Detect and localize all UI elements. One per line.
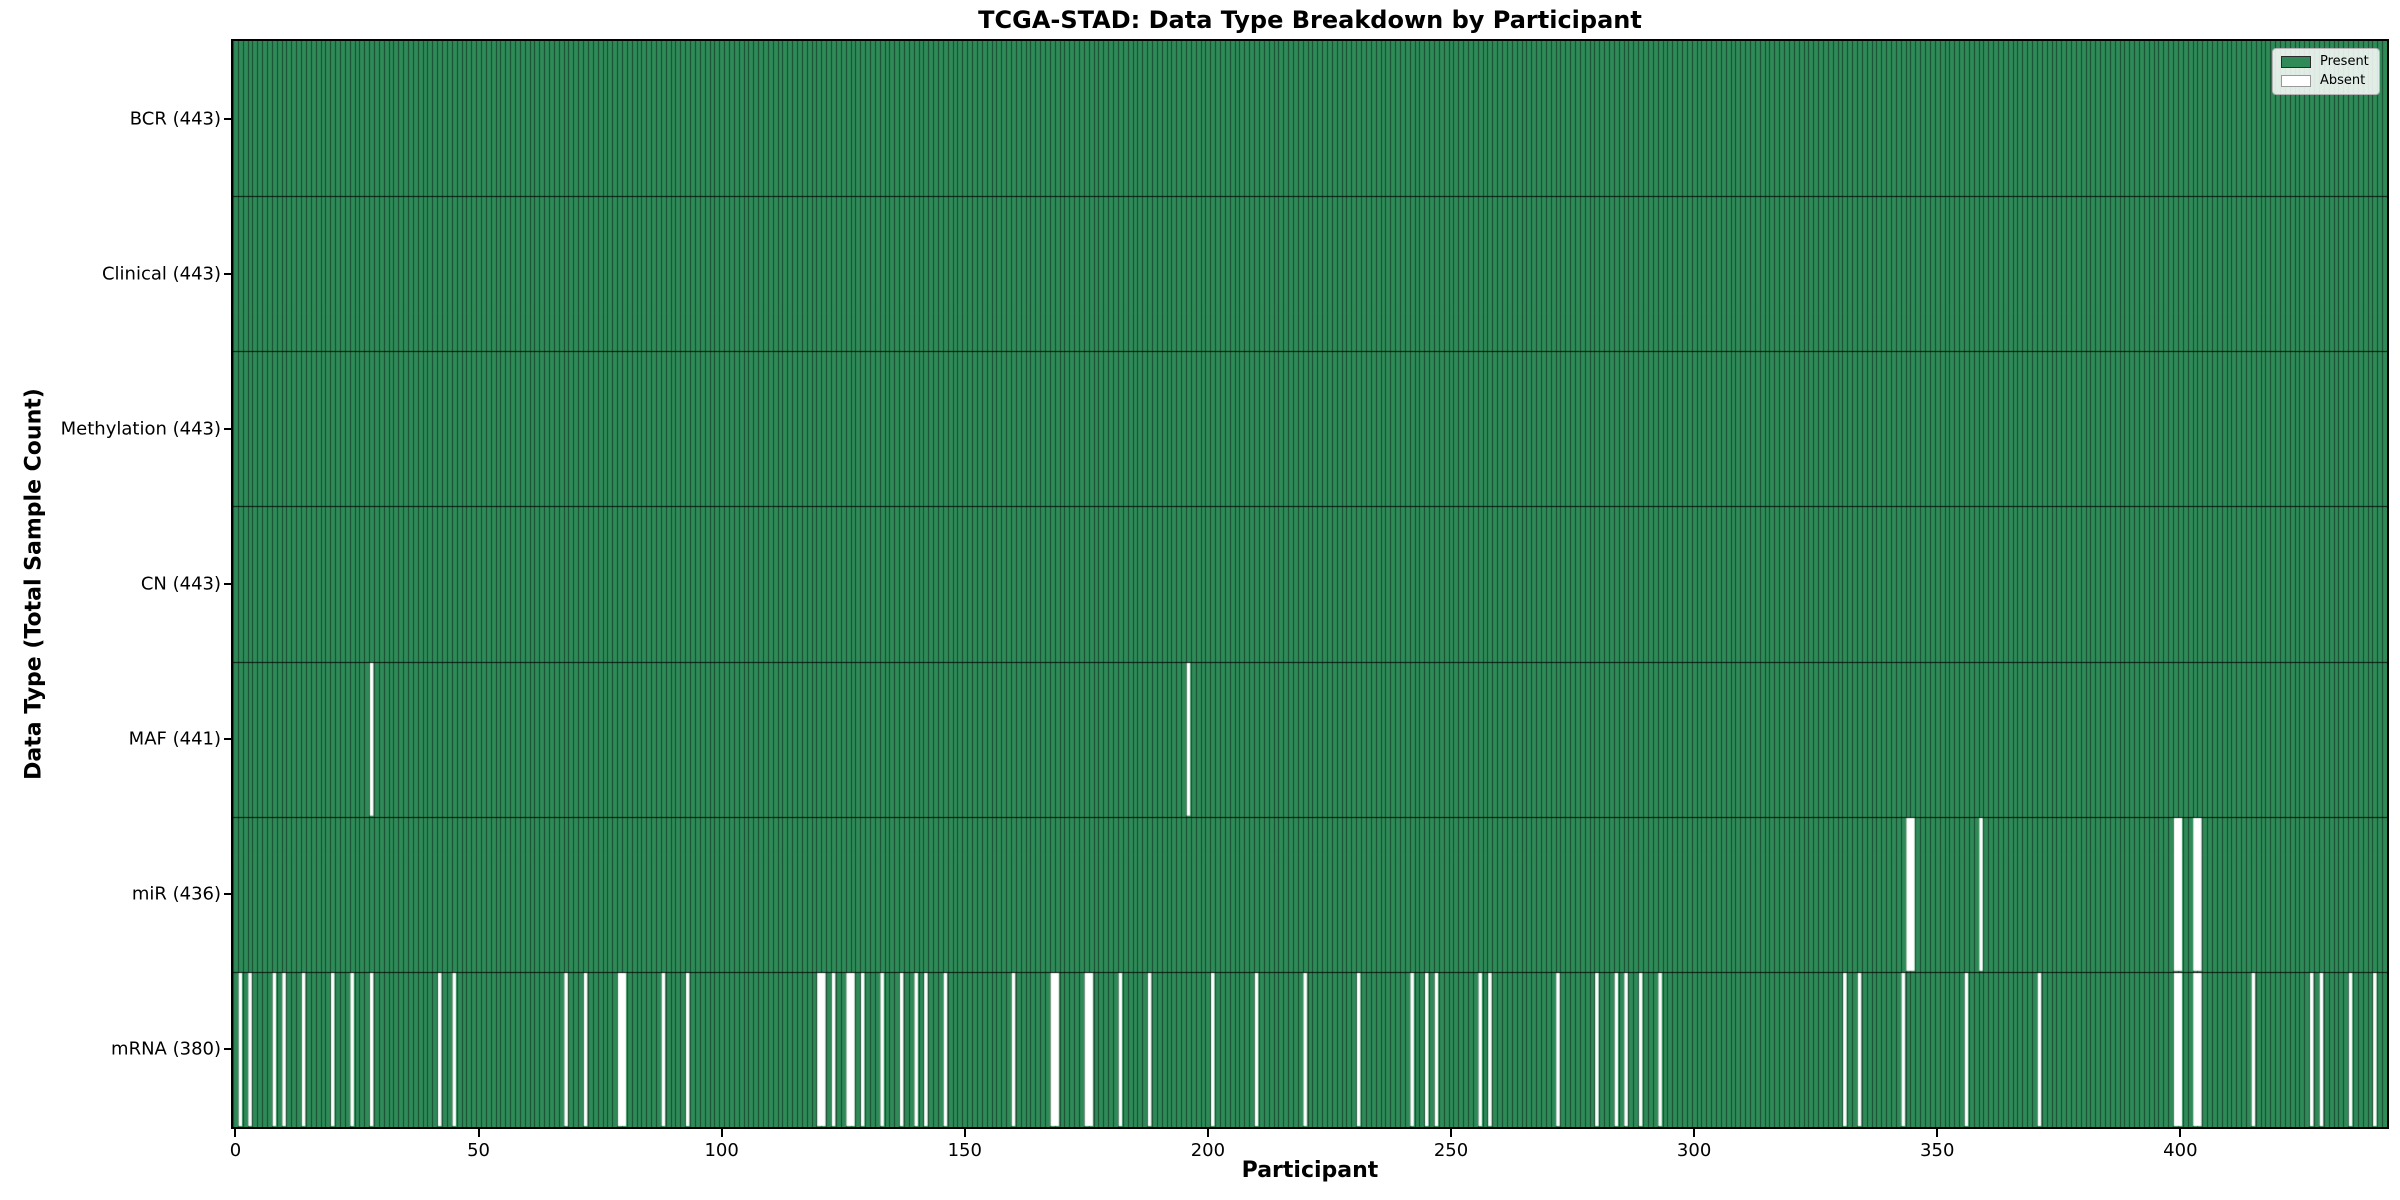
x-tick-label-100: 100 <box>704 1140 739 1161</box>
x-tick-mark <box>963 1129 966 1137</box>
legend-label-present: Present <box>2320 54 2369 69</box>
x-tick-label-300: 300 <box>1676 1140 1712 1161</box>
x-tick-label-400: 400 <box>2163 1140 2198 1161</box>
x-tick-mark <box>1693 1129 1696 1137</box>
x-tick-mark <box>234 1129 237 1137</box>
plot-area <box>231 39 2389 1129</box>
y-tick-label-Clinical: Clinical (443) <box>101 263 221 285</box>
y-tick-label-CN: CN (443) <box>140 573 221 595</box>
x-tick-mark <box>2179 1129 2182 1137</box>
y-tick-mark <box>224 117 231 120</box>
legend-item-absent: Absent <box>2281 74 2369 88</box>
y-tick-mark <box>224 738 231 741</box>
x-tick-mark <box>1936 1129 1939 1137</box>
x-tick-label-150: 150 <box>947 1140 982 1161</box>
y-tick-mark <box>224 583 231 585</box>
x-tick-label-350: 350 <box>1920 1140 1955 1161</box>
x-tick-mark <box>477 1129 480 1137</box>
legend-swatch-absent <box>2281 75 2311 87</box>
chart-canvas <box>233 41 2387 1127</box>
x-tick-mark <box>720 1129 723 1137</box>
legend-swatch-present <box>2281 56 2311 68</box>
x-tick-label-200: 200 <box>1190 1140 1226 1161</box>
y-tick-label-BCR: BCR (443) <box>129 108 221 130</box>
y-tick-mark <box>224 893 231 896</box>
y-tick-label-miR: miR (436) <box>131 883 221 905</box>
y-tick-mark <box>224 427 231 430</box>
x-tick-label-0: 0 <box>229 1140 242 1161</box>
x-tick-mark <box>1206 1129 1209 1137</box>
y-tick-label-Methylation: Methylation (443) <box>60 418 221 440</box>
y-tick-label-mRNA: mRNA (380) <box>111 1038 221 1060</box>
x-tick-label-250: 250 <box>1433 1140 1469 1161</box>
legend-item-present: Present <box>2281 55 2369 69</box>
chart-title: TCGA-STAD: Data Type Breakdown by Partic… <box>978 6 1642 34</box>
x-tick-label-50: 50 <box>467 1140 490 1161</box>
legend-label-absent: Absent <box>2320 73 2366 88</box>
y-tick-label-MAF: MAF (441) <box>128 728 221 750</box>
x-tick-mark <box>1450 1129 1452 1137</box>
y-tick-mark <box>224 1048 231 1051</box>
y-tick-mark <box>224 272 231 275</box>
x-axis-label: Participant <box>1241 1158 1379 1183</box>
legend: Present Absent <box>2272 48 2380 95</box>
